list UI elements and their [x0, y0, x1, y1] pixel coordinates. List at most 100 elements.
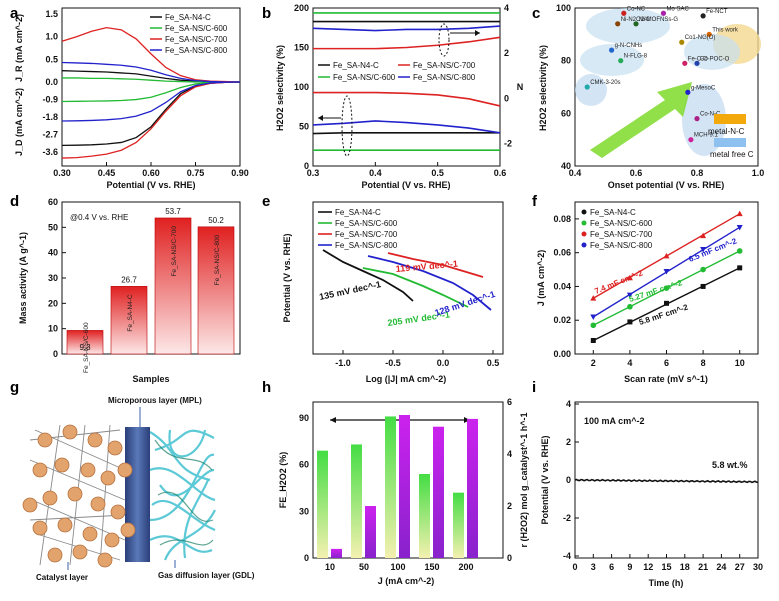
panel-b-legend-label: Fe_SA-NS/C-700 [413, 61, 476, 70]
panel-a-disk-line [61, 81, 241, 122]
panel-e-xtick-label: -1.0 [335, 358, 351, 368]
catalyst-particle [32, 462, 48, 478]
panel-f-point [700, 232, 707, 239]
panel-e-ylabel: Potential (V vs. RHE) [282, 233, 292, 322]
panel-d-xlabel: Samples [132, 374, 169, 384]
panel-i-annotation-current: 100 mA cm^-2 [584, 416, 644, 426]
panel-c-point [618, 58, 624, 64]
panel-b-n-line [312, 25, 501, 32]
panel-f-ylabel: J (mA cm^-2) [536, 250, 546, 306]
panel-b-ytick-label: 150 [294, 43, 309, 53]
panel-b-ytick-label: 100 [294, 82, 309, 92]
panel-e-tafel-line [362, 267, 469, 308]
panel-g-mpl-layer [125, 427, 150, 562]
panel-b-ellipse-sel [341, 95, 353, 157]
panel-i-xtick-label: 27 [735, 562, 745, 572]
panel-e-tafel-label: 128 mV dec^-1 [434, 289, 497, 318]
panel-f-point [663, 252, 670, 259]
panel-b-xtick-label: 0.4 [369, 168, 382, 178]
panel-d-ytick-label: 30 [48, 273, 58, 283]
panel-h-xlabel: J (mA cm^-2) [378, 576, 434, 586]
panel-e-legend-label: Fe_SA-NS/C-800 [335, 241, 398, 250]
panel-a-legend-label: Fe_SA-NS/C-700 [165, 35, 228, 44]
panel-d: Samples Mass activity (A g^-1) @0.4 V vs… [18, 197, 241, 384]
panel-f-ytick-label: 0.00 [553, 349, 571, 359]
catalyst-particle [62, 424, 78, 440]
panel-b-y2tick-label: 2 [504, 48, 509, 58]
panel-i-xtick-label: 12 [643, 562, 653, 572]
panel-e-xtick-label: 0.0 [437, 358, 450, 368]
panel-b-ytick-label: 0 [304, 161, 309, 171]
panel-d-bar [197, 226, 235, 355]
panel-c-legend-metal: metal-N-C [708, 127, 745, 136]
panel-e: Log (|J| mA cm^-2) Potential (V vs. RHE)… [282, 201, 504, 384]
panel-b-selectivity-line [312, 132, 500, 135]
panel-b-y2tick-label: -2 [504, 138, 512, 148]
panel-e-tafel-line [367, 255, 492, 311]
panel-a-xlabel: Potential (V vs. RHE) [106, 180, 195, 190]
panel-i-ytick-label: -4 [563, 551, 571, 561]
panel-c-point-label: Ni-N2O2/C [621, 17, 651, 23]
panel-c-point [584, 84, 590, 90]
panel-c-xtick-label: 0.4 [569, 168, 582, 178]
panel-d-bar [110, 286, 148, 355]
panel-h-fe-bar [419, 474, 430, 558]
panel-c-point [694, 60, 700, 66]
panel-d-bar-name: Fe_SA-NS/C-700 [171, 226, 178, 277]
catalyst-particle [100, 470, 116, 486]
panel-c-ytick-label: 100 [556, 3, 571, 13]
gdl-fibers-dark [154, 439, 214, 546]
panel-a-xtick-label: 0.60 [142, 168, 160, 178]
panel-d-annotation: @0.4 V vs. RHE [70, 213, 128, 222]
panel-h-fe-bar [317, 450, 328, 558]
panel-h-y2tick-label: 0 [507, 553, 512, 563]
panel-c-frame [574, 7, 759, 167]
panel-c-point-label: CMK-3-20s [590, 80, 620, 86]
panel-a-ytick-label: -2.7 [42, 130, 58, 140]
panel-a-xtick-label: 0.75 [187, 168, 205, 178]
panel-f-legend-label: Fe_SA-NS/C-700 [590, 230, 653, 239]
catalyst-particle [90, 496, 106, 512]
panel-g: Microporous layer (MPL) Catalyst layer [22, 396, 255, 582]
panel-b-y2label: N [517, 82, 524, 92]
panel-h-ytick-label: 90 [299, 413, 309, 423]
panel-c-point [706, 31, 712, 37]
panel-e-xlabel: Log (|J| mA cm^-2) [366, 374, 446, 384]
panel-b: Potential (V vs. RHE) H2O2 selectivity (… [275, 3, 523, 190]
panel-d-bar-name: Fe_SA-NS/C-800 [214, 234, 221, 285]
panel-a-ytick-label: -0.9 [42, 95, 58, 105]
panel-h-rate-bar [365, 506, 376, 558]
catalyst-particle [107, 440, 123, 456]
panel-f-point [590, 337, 596, 343]
panel-c-ytick-label: 80 [561, 56, 571, 66]
panel-f-legend-label: Fe_SA-NS/C-800 [590, 241, 653, 250]
panel-b-arrow-right-head [475, 30, 480, 36]
panel-c-point [688, 137, 694, 143]
panel-i-xlabel: Time (h) [649, 578, 684, 588]
panel-h-y2tick-label: 6 [507, 397, 512, 407]
panel-i-ytick-label: -2 [563, 513, 571, 523]
panel-c-point [609, 47, 615, 53]
panel-h-rate-bar [331, 548, 342, 558]
panel-i-xtick-label: 9 [627, 562, 632, 572]
panel-c-point [615, 21, 621, 27]
panel-h-fe-bar [453, 492, 464, 558]
catalyst-particle [72, 544, 88, 560]
panel-c-point [633, 21, 639, 27]
catalyst-particle [80, 462, 96, 478]
panel-a-xtick-label: 0.45 [98, 168, 116, 178]
panel-c-point [700, 13, 706, 19]
panel-f-legend-label: Fe_SA-N4-C [590, 208, 636, 217]
panel-b-legend-label: Fe_SA-NS/C-600 [333, 73, 396, 82]
panel-f-point [627, 319, 633, 325]
panel-h-ytick-label: 0 [304, 553, 309, 563]
panel-b-ylabel: H2O2 selectivity (%) [275, 45, 285, 131]
panel-label-e: e [262, 193, 270, 210]
panel-label-d: d [10, 193, 19, 210]
panel-h-xtick-label: 50 [359, 562, 369, 572]
panel-a-legend-label: Fe_SA-N4-C [165, 13, 211, 22]
panel-f-point [590, 295, 597, 301]
panel-d-value-label: 26.7 [121, 275, 137, 284]
panel-a-ylabel-bottom: J_D (mA cm^-2) [14, 88, 24, 156]
panel-a-ytick-label: 0.0 [45, 77, 58, 87]
